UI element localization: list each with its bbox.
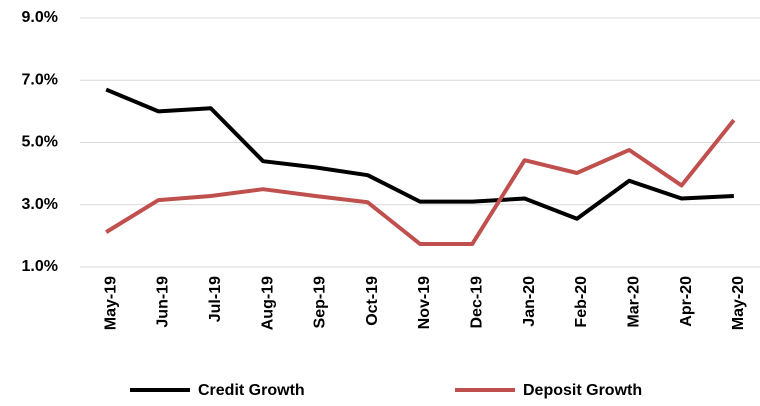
legend-label: Credit Growth <box>198 382 305 399</box>
x-tick-label: Nov-19 <box>416 276 433 329</box>
x-tick-label: Dec-19 <box>469 276 486 329</box>
x-tick-label: Aug-19 <box>259 276 276 330</box>
line-series <box>105 87 734 221</box>
y-tick-label: 9.0% <box>22 9 58 26</box>
x-tick-label: May-20 <box>730 276 747 330</box>
y-tick-label: 3.0% <box>22 196 58 213</box>
x-tick-label: Jul-19 <box>207 276 224 322</box>
x-tick-label: Mar-20 <box>625 276 642 328</box>
x-tick-label: Sep-19 <box>312 276 329 329</box>
line-series <box>105 118 736 246</box>
y-tick-label: 5.0% <box>22 134 58 151</box>
x-tick-label: Apr-20 <box>678 276 695 327</box>
x-tick-label: Oct-19 <box>364 276 381 326</box>
x-tick-label: Jan-20 <box>521 276 538 327</box>
legend-label: Deposit Growth <box>523 382 642 399</box>
x-tick-label: Jun-19 <box>155 276 172 328</box>
y-tick-label: 7.0% <box>22 71 58 88</box>
x-tick-label: Feb-20 <box>573 276 590 328</box>
x-tick-label: May-19 <box>102 276 119 330</box>
y-tick-label: 1.0% <box>22 258 58 275</box>
